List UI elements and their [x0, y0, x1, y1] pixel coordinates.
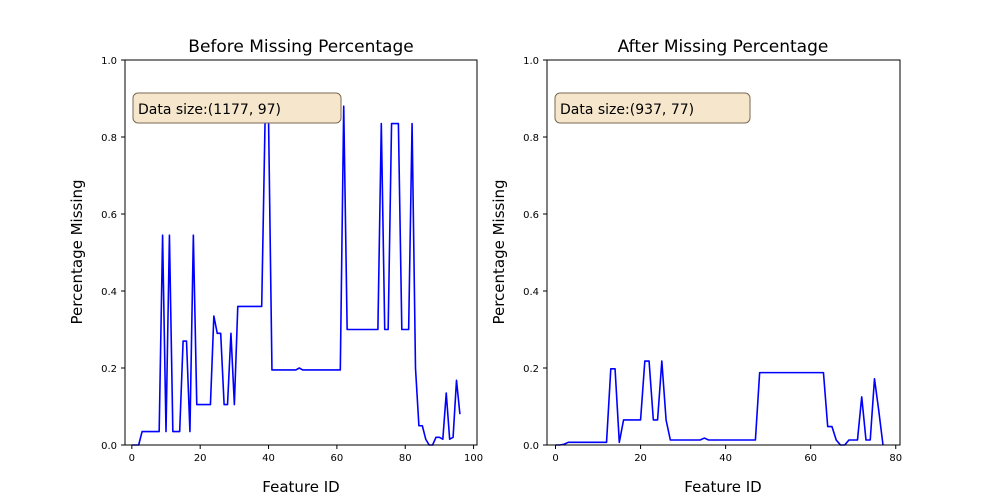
before-x-tick-label: 0: [129, 453, 135, 464]
after-series-line-0: [555, 360, 884, 446]
after-y-tick-label: 0.8: [523, 133, 539, 144]
before-y-tick-label: 0.2: [101, 364, 117, 375]
before-series-layer: [131, 105, 461, 446]
before-x-tick-label: 100: [464, 453, 483, 464]
before-x-tick-label: 40: [262, 453, 275, 464]
after-x-tick-label: 40: [719, 453, 732, 464]
after-plot-frame: [546, 59, 901, 446]
before-chart-panel: 0 20 40 60 80 100 0.0 0.2 0.4 0.6 0.8 1.0 Before M…: [68, 37, 483, 496]
before-x-axis-label: Feature ID: [262, 478, 339, 496]
after-x-ticks: 0 20 40 60 80: [552, 445, 902, 464]
after-y-tick-label: 0.2: [523, 364, 539, 375]
before-x-tick-label: 60: [331, 453, 344, 464]
after-y-axis-label: Percentage Missing: [490, 179, 508, 324]
before-annotation-text: Data size:(1177, 97): [138, 102, 281, 118]
before-y-axis-label: Percentage Missing: [68, 179, 86, 324]
before-chart-title: Before Missing Percentage: [188, 37, 413, 57]
after-y-tick-label: 0.6: [523, 210, 539, 221]
after-chart-panel: 0 20 40 60 80 0.0 0.2 0.4 0.6 0.8 1.0 After Missi…: [490, 37, 902, 496]
after-x-tick-label: 0: [552, 453, 558, 464]
after-annotation-bg: [554, 92, 751, 124]
before-x-ticks: 0 20 40 60 80 100: [129, 445, 483, 464]
after-y-tick-label: 1.0: [523, 56, 539, 67]
after-x-tick-label: 20: [634, 453, 647, 464]
before-annotation-bg: [132, 92, 342, 124]
after-x-axis-label: Feature ID: [684, 478, 761, 496]
after-chart-title: After Missing Percentage: [618, 37, 829, 57]
after-annotation-text: Data size:(937, 77): [560, 102, 694, 118]
after-x-tick-label: 80: [889, 453, 902, 464]
before-y-tick-label: 0.8: [101, 133, 117, 144]
after-series-layer: [555, 360, 884, 446]
before-y-ticks: 0.0 0.2 0.4 0.6 0.8 1.0: [101, 56, 125, 452]
before-y-tick-label: 0.0: [101, 441, 117, 452]
before-series-line-0: [131, 105, 461, 446]
before-y-tick-label: 0.6: [101, 210, 117, 221]
after-annotation-box: Data size:(937, 77): [554, 92, 751, 124]
before-x-tick-label: 20: [194, 453, 207, 464]
after-y-tick-label: 0.4: [523, 287, 539, 298]
before-plot-frame: [124, 59, 478, 446]
after-y-tick-label: 0.0: [523, 441, 539, 452]
after-y-ticks: 0.0 0.2 0.4 0.6 0.8 1.0: [523, 56, 547, 452]
before-y-tick-label: 0.4: [101, 287, 117, 298]
before-x-tick-label: 80: [399, 453, 412, 464]
before-annotation-box: Data size:(1177, 97): [132, 92, 342, 124]
after-x-tick-label: 60: [804, 453, 817, 464]
before-y-tick-label: 1.0: [101, 56, 117, 67]
